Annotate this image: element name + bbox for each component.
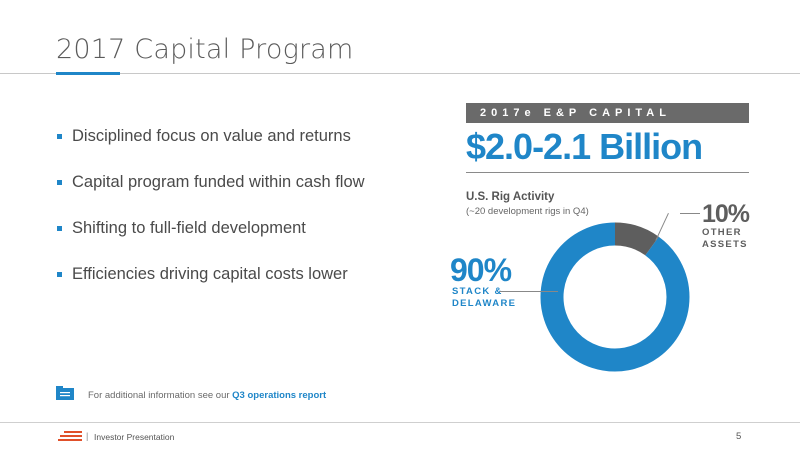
main-segment-label-line1: STACK & <box>452 286 503 297</box>
rig-donut-chart <box>540 222 690 372</box>
other-segment-label: OTHER ASSETS <box>702 227 748 251</box>
other-segment-label-line2: ASSETS <box>702 239 748 250</box>
main-segment-percent: 90% <box>450 252 512 288</box>
additional-info-note: For additional information see our Q3 op… <box>88 390 326 401</box>
bullet-item: Efficiencies driving capital costs lower <box>56 264 365 310</box>
main-segment-label-line2: DELAWARE <box>452 298 517 309</box>
note-text: For additional information see our <box>88 390 230 401</box>
donut-slice-other-assets <box>614 222 659 256</box>
company-logo-icon <box>58 431 82 441</box>
bullet-item: Shifting to full-field development <box>56 218 365 264</box>
title-accent-bar <box>56 72 120 75</box>
footer-separator: | <box>86 431 89 441</box>
capital-divider <box>466 172 749 173</box>
donut-slice-stack-delaware <box>540 222 690 372</box>
bullet-item: Disciplined focus on value and returns <box>56 126 365 172</box>
rig-activity-subtitle: (~20 development rigs in Q4) <box>466 206 589 217</box>
bullet-square-icon <box>57 226 62 231</box>
q3-operations-report-link[interactable]: Q3 operations report <box>232 390 327 401</box>
main-segment-leader-line <box>500 291 558 292</box>
rig-activity-title: U.S. Rig Activity <box>466 191 555 203</box>
title-divider <box>0 73 800 74</box>
bullet-text: Shifting to full-field development <box>72 219 306 237</box>
footer-text: Investor Presentation <box>94 432 175 442</box>
bullet-text: Capital program funded within cash flow <box>72 173 365 191</box>
folder-report-icon <box>56 386 74 400</box>
bullet-square-icon <box>57 134 62 139</box>
other-segment-percent: 10% <box>702 200 750 228</box>
bullet-text: Efficiencies driving capital costs lower <box>72 265 348 283</box>
capital-banner: 2017e E&P CAPITAL <box>466 103 749 123</box>
other-segment-label-line1: OTHER <box>702 227 742 238</box>
main-segment-label: STACK & DELAWARE <box>452 286 516 310</box>
bullet-square-icon <box>57 272 62 277</box>
page-number: 5 <box>736 431 742 442</box>
other-segment-leader-line <box>680 213 700 214</box>
page-title: 2017 Capital Program <box>56 34 354 65</box>
footer-divider <box>0 422 800 423</box>
bullet-list: Disciplined focus on value and returns C… <box>56 126 365 310</box>
bullet-text: Disciplined focus on value and returns <box>72 127 351 145</box>
bullet-item: Capital program funded within cash flow <box>56 172 365 218</box>
bullet-square-icon <box>57 180 62 185</box>
capital-amount: $2.0-2.1 Billion <box>466 126 703 167</box>
